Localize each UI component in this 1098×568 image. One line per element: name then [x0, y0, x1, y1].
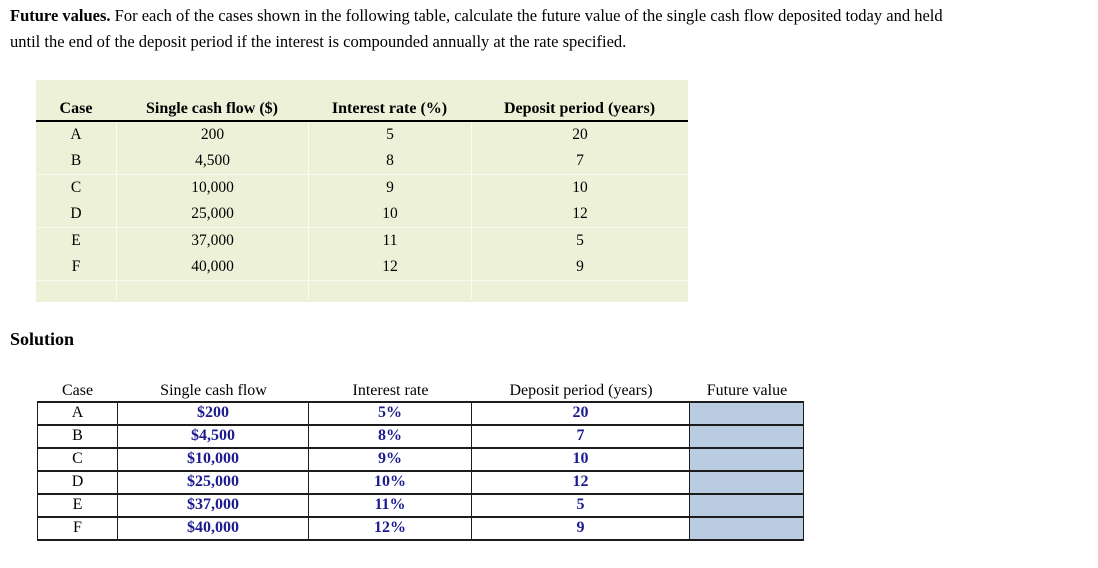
- cash-flow-value: 200: [116, 122, 308, 149]
- interest-rate-value: 9: [308, 175, 471, 202]
- interest-rate-value: 10: [308, 201, 471, 227]
- problem-header-cash-flow: Single cash flow ($): [146, 100, 278, 117]
- problem-header-case: Case: [59, 100, 93, 117]
- deposit-period-value: 5: [471, 228, 688, 255]
- case-label: A: [70, 126, 82, 144]
- future-value-cell[interactable]: [690, 472, 804, 495]
- table-row: A $200 5% 20: [37, 403, 804, 426]
- table-row: E $37,000 11% 5: [37, 495, 804, 518]
- deposit-period-value: 20: [471, 122, 688, 149]
- solution-grid: A $200 5% 20 B $4,500 8% 7 C $10,000 9% …: [37, 401, 804, 541]
- table-row: C $10,000 9% 10: [37, 449, 804, 472]
- case-label: A: [37, 403, 118, 426]
- cash-flow-value: $25,000: [118, 472, 309, 495]
- interest-rate-value: 8: [308, 148, 471, 174]
- problem-statement-line1: Future values. For each of the cases sho…: [10, 3, 1095, 29]
- deposit-period-value: 9: [471, 254, 688, 280]
- case-label: E: [71, 232, 81, 250]
- table-row: F 40,000 12 9: [36, 254, 688, 281]
- interest-rate-value: 12%: [309, 518, 472, 541]
- deposit-period-value: 20: [472, 403, 690, 426]
- cash-flow-value: 10,000: [116, 175, 308, 202]
- deposit-period-value: 7: [472, 426, 690, 449]
- solution-header-cash-flow: Single cash flow: [160, 382, 267, 399]
- future-value-cell[interactable]: [690, 403, 804, 426]
- case-label: C: [37, 449, 118, 472]
- cash-flow-value: $37,000: [118, 495, 309, 518]
- deposit-period-value: 12: [471, 201, 688, 227]
- problem-table: Case Single cash flow ($) Interest rate …: [36, 80, 688, 302]
- solution-heading: Solution: [10, 329, 75, 349]
- table-row: F $40,000 12% 9: [37, 518, 804, 541]
- future-value-cell[interactable]: [690, 518, 804, 541]
- future-value-cell[interactable]: [690, 495, 804, 518]
- cash-flow-value: $200: [118, 403, 309, 426]
- problem-statement: Future values. For each of the cases sho…: [10, 3, 1095, 55]
- table-row: B $4,500 8% 7: [37, 426, 804, 449]
- cash-flow-value: $10,000: [118, 449, 309, 472]
- solution-header-deposit-period: Deposit period (years): [509, 382, 653, 399]
- solution-header-interest-rate: Interest rate: [352, 382, 429, 399]
- interest-rate-value: 11: [308, 228, 471, 255]
- case-label: E: [37, 495, 118, 518]
- solution-header-future-value: Future value: [706, 382, 788, 399]
- solution-table-header-row: Case Single cash flow Interest rate Depo…: [37, 381, 804, 400]
- problem-title: Future values.: [10, 6, 111, 25]
- solution-header-case: Case: [61, 382, 94, 399]
- interest-rate-value: 5: [308, 122, 471, 149]
- table-blank-row: [36, 281, 688, 299]
- deposit-period-value: 7: [471, 148, 688, 174]
- deposit-period-value: 10: [472, 449, 690, 472]
- problem-table-header-row: Case Single cash flow ($) Interest rate …: [36, 80, 688, 122]
- table-row: D $25,000 10% 12: [37, 472, 804, 495]
- case-label: D: [70, 205, 82, 223]
- cash-flow-value: 40,000: [116, 254, 308, 280]
- future-value-cell[interactable]: [690, 426, 804, 449]
- deposit-period-value: 5: [472, 495, 690, 518]
- table-row: E 37,000 11 5: [36, 228, 688, 255]
- interest-rate-value: 5%: [309, 403, 472, 426]
- problem-header-interest-rate: Interest rate (%): [331, 100, 448, 117]
- interest-rate-value: 8%: [309, 426, 472, 449]
- cash-flow-value: $40,000: [118, 518, 309, 541]
- table-row: B 4,500 8 7: [36, 148, 688, 175]
- case-label: D: [37, 472, 118, 495]
- cash-flow-value: 37,000: [116, 228, 308, 255]
- table-row: C 10,000 9 10: [36, 175, 688, 202]
- interest-rate-value: 10%: [309, 472, 472, 495]
- interest-rate-value: 11%: [309, 495, 472, 518]
- cash-flow-value: $4,500: [118, 426, 309, 449]
- deposit-period-value: 10: [471, 175, 688, 202]
- deposit-period-value: 12: [472, 472, 690, 495]
- problem-header-deposit-period: Deposit period (years): [503, 100, 656, 117]
- interest-rate-value: 12: [308, 254, 471, 280]
- cash-flow-value: 4,500: [116, 148, 308, 174]
- table-row: A 200 5 20: [36, 122, 688, 149]
- case-label: B: [37, 426, 118, 449]
- case-label: C: [70, 179, 82, 197]
- case-label: F: [37, 518, 118, 541]
- problem-text-line2: until the end of the deposit period if t…: [10, 32, 627, 51]
- deposit-period-value: 9: [472, 518, 690, 541]
- future-value-cell[interactable]: [690, 449, 804, 472]
- table-row: D 25,000 10 12: [36, 201, 688, 228]
- solution-table: Case Single cash flow Interest rate Depo…: [37, 381, 804, 541]
- case-label: F: [71, 258, 81, 276]
- interest-rate-value: 9%: [309, 449, 472, 472]
- cash-flow-value: 25,000: [116, 201, 308, 227]
- case-label: B: [70, 152, 82, 170]
- problem-text-line1: For each of the cases shown in the follo…: [110, 6, 943, 25]
